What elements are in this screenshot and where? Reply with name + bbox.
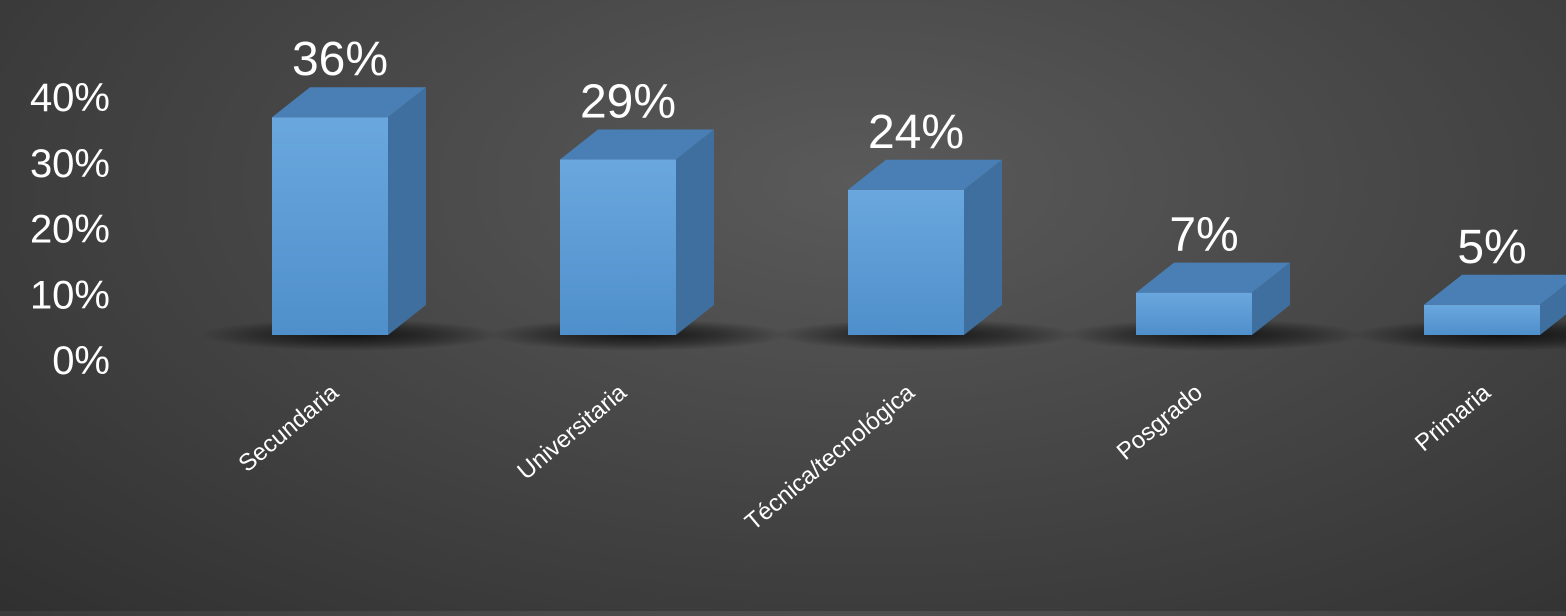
bar-front xyxy=(1424,304,1540,335)
data-label: 29% xyxy=(580,76,676,129)
bar-front xyxy=(272,117,388,335)
x-tick-label: Técnica/tecnológica xyxy=(740,378,920,535)
x-tick-label: Secundaria xyxy=(233,378,344,477)
data-label: 24% xyxy=(868,106,964,159)
bar-top xyxy=(1136,262,1290,293)
y-tick-label: 30% xyxy=(30,142,110,186)
x-tick-label: Posgrado xyxy=(1112,379,1208,466)
bar-1 xyxy=(272,87,426,335)
data-label: 7% xyxy=(1169,209,1238,262)
bars xyxy=(272,87,1566,335)
bar-side xyxy=(676,129,714,335)
x-tick-label: Primaria xyxy=(1410,378,1496,457)
y-tick-label: 40% xyxy=(30,76,110,120)
bar-front xyxy=(1136,292,1252,335)
bar-5 xyxy=(1424,274,1566,335)
y-tick-label: 0% xyxy=(52,339,110,383)
x-tick-label: Universitaria xyxy=(512,378,632,485)
bar-3 xyxy=(848,159,1002,335)
bar-2 xyxy=(560,129,714,335)
y-axis: 0% 10% 20% 30% 40% xyxy=(30,76,110,383)
bar-top xyxy=(1424,274,1566,305)
bar-side xyxy=(388,87,426,335)
bar-side xyxy=(1540,284,1566,335)
bar-front xyxy=(560,159,676,335)
bar-side xyxy=(1252,262,1290,335)
y-tick-label: 20% xyxy=(30,208,110,252)
bar-top xyxy=(560,129,714,160)
data-label: 36% xyxy=(292,33,388,86)
bar-top xyxy=(272,87,426,118)
bar-front xyxy=(848,189,964,335)
x-axis: Secundaria Universitaria Técnica/tecnológi… xyxy=(233,378,1496,535)
bar-4 xyxy=(1136,262,1290,335)
data-label: 5% xyxy=(1457,221,1526,274)
y-tick-label: 10% xyxy=(30,273,110,317)
data-labels: 36% 29% 24% 7% 5% xyxy=(292,33,1527,274)
bar-side xyxy=(964,159,1002,335)
bar-top xyxy=(848,159,1002,190)
